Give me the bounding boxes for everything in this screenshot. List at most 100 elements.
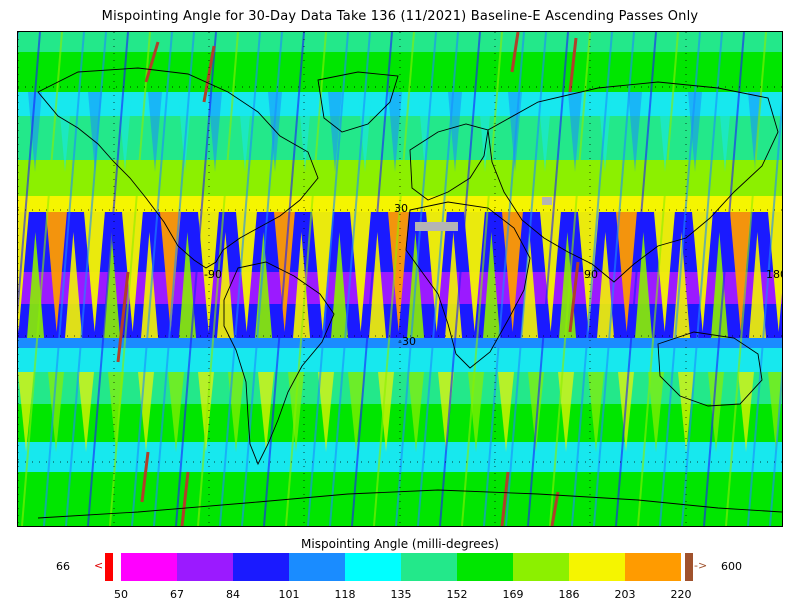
swath-triangle-south [588,372,604,452]
orbit-streak [109,32,151,526]
coastline-greenland [317,71,399,133]
swath-triangle-down [18,212,29,332]
swath-triangle-up [635,232,653,338]
swath-triangle-south [738,372,754,452]
swath-triangle-up [597,232,615,338]
colorbar-segment [121,553,177,581]
swath-triangle-south [528,372,544,452]
swath-triangle-south [678,372,694,452]
swath-triangle-up [521,232,539,338]
orbit-streak [43,32,85,526]
red-swath-streak [510,32,520,73]
colorbar-tick-label: 50 [114,588,128,601]
orbit-streak [307,32,349,526]
orbit-streak [681,32,723,526]
swath-triangle-down [122,212,143,332]
mispointing-map [18,32,782,526]
coastline-antarctica [37,489,782,519]
orbit-streak [65,32,107,526]
orbit-streak [395,32,437,526]
swath-triangle-south [48,372,64,452]
swath-triangle-up [483,232,501,338]
swath-triangle-south [768,372,782,452]
swath-triangle-north [748,92,762,172]
orbit-streak [769,365,782,526]
orbit-streak [461,32,503,526]
red-swath-streak [144,41,160,83]
swath-triangle-north [478,92,492,172]
colorbar-under-arrow: < [94,559,104,572]
orbit-streak [747,93,782,526]
swath-triangle-north [598,92,612,172]
swath-triangle-down [578,212,599,332]
colorbar-segment [345,553,401,581]
coastline-africa [405,201,531,369]
colorbar-segment [513,553,569,581]
swath-triangle-down [350,212,371,332]
swath-triangle-up [217,232,235,338]
coastline-europe [409,123,489,201]
lon-label-minus-90: -90 [204,268,222,281]
orbit-streak [131,32,173,526]
swath-triangle-north [688,92,702,172]
swath-triangle-south [318,372,334,452]
swath-triangle-down [540,212,561,332]
swath-triangle-south [258,372,274,452]
swath-triangle-north [718,92,732,172]
orbit-streak [241,32,283,526]
swath-triangle-down [236,212,257,332]
lat-band [18,372,782,404]
orbit-streak [373,32,415,526]
red-swath-streak [140,451,150,503]
swath-triangle-north [238,92,252,172]
coastline-north-america [37,67,319,269]
swath-triangle-down [388,212,409,332]
swath-triangle-up [711,232,729,338]
swath-triangle-south [498,372,514,452]
orbit-streak [285,32,327,526]
orbit-streak [219,32,261,526]
coastline-south-america [223,261,335,466]
swath-triangle-north [208,92,222,172]
orbit-streak [549,32,591,526]
lat-label-minus-30: -30 [398,335,416,348]
orbit-streak [263,32,305,526]
swath-triangle-north [538,92,552,172]
gray-patch-2 [542,197,552,205]
red-swath-streak [568,37,578,93]
colorbar-tick-label: 84 [226,588,240,601]
lat-band [18,32,782,52]
colorbar-over-swatch [685,553,693,581]
swath-triangle-up [179,232,197,338]
orbit-streak [615,32,657,526]
swath-triangle-up [65,232,83,338]
swath-triangle-north [88,92,102,172]
swath-triangle-south [228,372,244,452]
red-swath-streak [180,471,190,526]
colorbar-segment [233,553,289,581]
orbit-streak [329,32,371,526]
orbit-streak [637,32,679,526]
colorbar-tick-label: 220 [670,588,692,601]
swath-triangle-south [18,372,34,452]
swath-triangle-south [348,372,364,452]
swath-triangle-south [78,372,94,452]
orbit-streak [571,32,613,526]
lon-label-180: 180 [766,268,782,281]
colorbar-under-value: 66 [56,560,70,573]
colorbar-tick-label: 186 [558,588,580,601]
colorbar-segment [625,553,681,581]
colorbar [121,553,681,581]
lat-band [18,338,782,348]
swath-triangle-south [558,372,574,452]
coastlines [37,67,782,519]
orbit-streak [483,32,525,526]
colorbar-tick-label: 152 [446,588,468,601]
lat-band [18,52,782,92]
orbit-streak [175,32,217,526]
orbit-streak [417,32,459,526]
colorbar-tick-label: 67 [170,588,184,601]
orbit-swath-triangles [18,92,782,452]
swath-triangle-south [408,372,424,452]
lon-label-90: 90 [584,268,598,281]
